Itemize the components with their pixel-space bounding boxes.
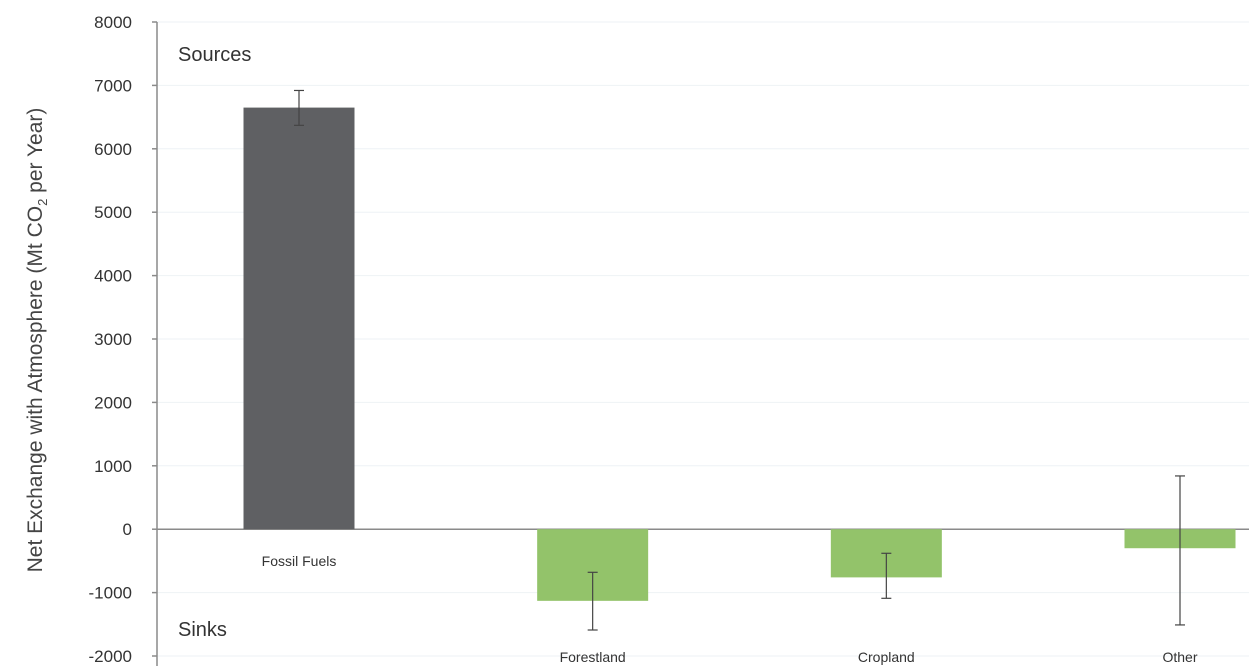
y-tick-label: 1000 [94, 457, 132, 476]
y-tick-labels: 8000 7000 6000 5000 4000 3000 2000 1000 0 -1000 -2… [89, 13, 132, 666]
y-axis-label: Net Exchange with Atmosphere (Mt CO2 per… [24, 108, 50, 573]
bars [243, 107, 1236, 601]
category-label: Fossil Fuels [262, 553, 337, 569]
y-tick-label: 8000 [94, 13, 132, 32]
y-tick-label: -2000 [89, 647, 132, 666]
y-tick-label: 2000 [94, 393, 132, 412]
error-bars [294, 89, 1185, 631]
category-label: Forestland [560, 649, 626, 665]
y-axis-label-prefix: Net Exchange with Atmosphere (Mt CO [24, 206, 47, 573]
y-axis-label-suffix: per Year) [24, 108, 47, 199]
y-tick-label: 7000 [94, 76, 132, 95]
y-tick-label: 4000 [94, 267, 132, 286]
annotation-sources: Sources [178, 44, 251, 66]
y-tick-label: 0 [123, 520, 132, 539]
y-tick-label: 6000 [94, 140, 132, 159]
y-tick-label: 3000 [94, 330, 132, 349]
axes [156, 22, 1249, 666]
category-label: Cropland [858, 649, 915, 665]
bar-fossil-fuels [243, 107, 355, 530]
category-labels: Fossil Fuels Forestland Cropland Other [262, 553, 1198, 665]
category-label: Other [1162, 649, 1197, 665]
annotation-sinks: Sinks [178, 619, 227, 641]
y-axis-label-subscript: 2 [35, 199, 50, 206]
y-tick-label: 5000 [94, 203, 132, 222]
y-tick-label: -1000 [89, 584, 132, 603]
